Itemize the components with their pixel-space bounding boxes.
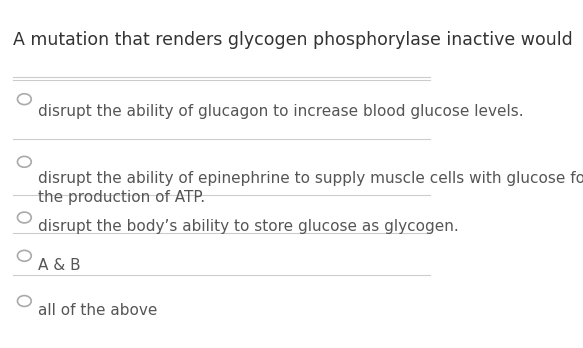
Text: all of the above: all of the above xyxy=(38,303,157,318)
Text: disrupt the ability of glucagon to increase blood glucose levels.: disrupt the ability of glucagon to incre… xyxy=(38,104,524,119)
Text: A & B: A & B xyxy=(38,258,80,272)
Text: A mutation that renders glycogen phosphorylase inactive would: A mutation that renders glycogen phospho… xyxy=(13,31,573,49)
Text: disrupt the body’s ability to store glucose as glycogen.: disrupt the body’s ability to store gluc… xyxy=(38,219,458,234)
Text: disrupt the ability of epinephrine to supply muscle cells with glucose for
the p: disrupt the ability of epinephrine to su… xyxy=(38,171,583,205)
